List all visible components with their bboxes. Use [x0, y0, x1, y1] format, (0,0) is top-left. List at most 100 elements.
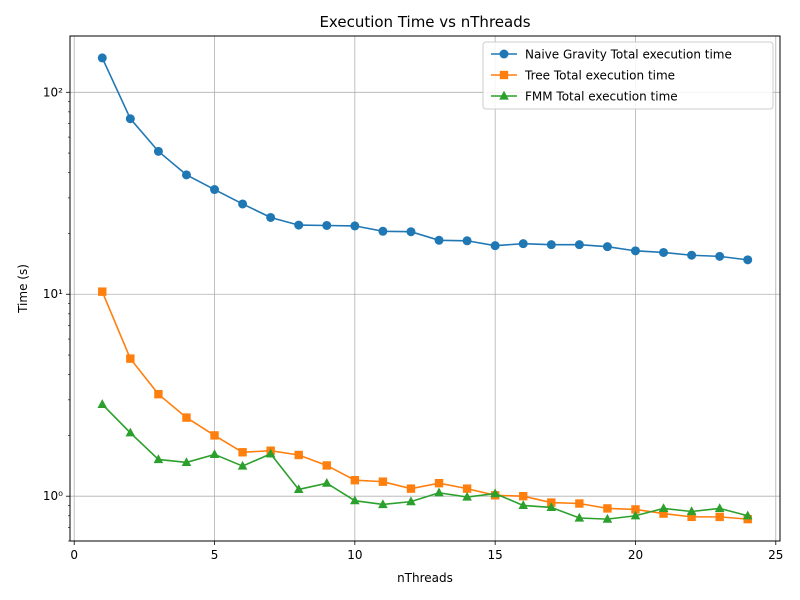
data-point-fmm: [686, 506, 697, 516]
legend-marker: [499, 70, 509, 80]
data-point-fmm: [714, 503, 725, 513]
data-point-fmm: [265, 448, 276, 458]
data-point-tree: [603, 504, 612, 513]
data-point-naive-gravity: [406, 227, 416, 237]
data-point-tree: [294, 450, 303, 460]
data-point-tree: [575, 499, 584, 508]
data-point-fmm: [406, 496, 416, 506]
data-point-fmm: [462, 491, 472, 501]
legend-label: FMM Total execution time: [525, 90, 678, 104]
data-point-fmm: [630, 510, 641, 520]
data-point-naive-gravity: [181, 170, 191, 180]
series-tree: [98, 287, 752, 524]
data-point-tree: [378, 477, 388, 486]
data-point-naive-gravity: [210, 185, 220, 195]
data-point-tree: [98, 287, 107, 296]
data-point-fmm: [602, 513, 613, 523]
data-point-tree: [126, 354, 135, 363]
legend-label: Tree Total execution time: [524, 69, 675, 83]
data-point-fmm: [125, 427, 136, 437]
data-point-fmm: [658, 503, 669, 513]
data-point-tree: [519, 491, 528, 501]
data-point-fmm: [378, 499, 388, 509]
data-point-naive-gravity: [238, 199, 248, 209]
data-point-tree: [462, 484, 472, 493]
data-point-fmm: [209, 449, 220, 459]
data-point-naive-gravity: [378, 226, 388, 236]
data-point-tree: [715, 512, 724, 522]
y-axis-label: Time (s): [16, 264, 30, 314]
x-tick-label: 25: [768, 548, 783, 562]
data-point-naive-gravity: [125, 114, 135, 124]
y-tick-label: 10²: [43, 85, 63, 99]
data-point-fmm: [321, 477, 332, 487]
data-point-tree: [322, 461, 331, 470]
data-point-tree: [434, 478, 444, 488]
data-point-fmm: [237, 460, 248, 470]
data-point-naive-gravity: [687, 250, 697, 260]
data-point-fmm: [97, 399, 108, 408]
x-axis-label: nThreads: [397, 571, 453, 585]
data-point-naive-gravity: [602, 242, 612, 252]
series-fmm: [97, 399, 753, 523]
series-layer: [97, 53, 753, 524]
x-tick-label: 10: [347, 548, 362, 562]
series-line-tree: [101, 291, 748, 520]
y-tick-label: 10¹: [43, 287, 63, 301]
chart-title: Execution Time vs nThreads: [319, 13, 530, 31]
data-point-naive-gravity: [574, 240, 584, 250]
data-point-naive-gravity: [97, 53, 107, 63]
data-point-naive-gravity: [462, 236, 472, 246]
data-point-fmm: [574, 512, 585, 522]
legend-entry-tree: Tree Total execution time: [491, 69, 675, 83]
data-point-naive-gravity: [294, 220, 304, 230]
data-point-tree: [238, 448, 247, 457]
series-naive-gravity: [97, 53, 753, 265]
series-line-naive-gravity: [101, 57, 748, 261]
legend-entry-naive-gravity: Naive Gravity Total execution time: [491, 48, 732, 62]
data-point-tree: [687, 512, 696, 522]
legend-entry-fmm: FMM Total execution time: [491, 90, 678, 104]
data-point-tree: [631, 505, 640, 514]
x-tick-label: 5: [211, 548, 219, 562]
data-point-tree: [406, 484, 416, 493]
data-point-tree: [659, 509, 668, 518]
data-point-tree: [182, 413, 191, 422]
x-tick-label: 15: [488, 548, 503, 562]
data-point-fmm: [153, 454, 164, 464]
series-line-fmm: [101, 403, 748, 520]
data-point-naive-gravity: [350, 221, 360, 231]
data-point-tree: [210, 431, 219, 440]
legend-label: Naive Gravity Total execution time: [525, 48, 732, 62]
data-point-naive-gravity: [153, 146, 163, 156]
legend-marker: [499, 49, 509, 59]
y-axis: 10⁰ 10¹ 10²: [43, 85, 70, 542]
grid-lines: [70, 36, 780, 541]
legend: Naive Gravity Total execution time Tree T…: [482, 41, 774, 110]
data-point-naive-gravity: [546, 240, 556, 250]
data-point-fmm: [490, 488, 500, 498]
data-point-fmm: [350, 495, 360, 505]
data-point-fmm: [546, 502, 557, 512]
plot-frame: [69, 35, 781, 542]
data-point-tree: [154, 389, 163, 399]
data-point-naive-gravity: [659, 247, 669, 257]
legend-marker: [499, 90, 509, 100]
data-point-naive-gravity: [518, 239, 528, 249]
data-point-naive-gravity: [715, 251, 725, 261]
data-point-naive-gravity: [630, 246, 640, 256]
x-tick-label: 20: [628, 548, 643, 562]
x-tick-label: 0: [70, 548, 78, 562]
data-point-fmm: [434, 487, 444, 497]
data-point-naive-gravity: [322, 220, 332, 230]
data-point-fmm: [742, 510, 753, 520]
x-axis: 0 5 10 15 20 25: [70, 541, 783, 562]
data-point-tree: [350, 476, 360, 485]
y-tick-label: 10⁰: [43, 489, 63, 503]
data-point-naive-gravity: [266, 212, 276, 222]
legend-box: [482, 41, 774, 110]
data-point-fmm: [293, 484, 304, 494]
data-point-fmm: [518, 500, 529, 510]
data-point-naive-gravity: [743, 255, 753, 265]
